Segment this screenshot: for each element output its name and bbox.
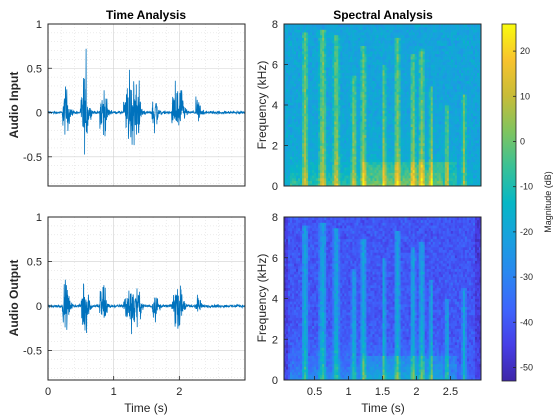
y-tick-label: 6	[272, 253, 278, 265]
x-tick-label: 1.5	[375, 386, 390, 398]
axes-box	[47, 23, 246, 187]
y-tick-label: 2	[272, 334, 278, 346]
x-tick-label: 2.5	[443, 386, 458, 398]
colorbar-tick-label: -10	[520, 182, 533, 192]
colorbar-gradient	[501, 23, 517, 382]
y-tick-label: 2	[272, 141, 278, 153]
spectrogram-output: 0 2 4 6 8 0.5 1 1.5 2 2.5	[272, 212, 482, 398]
time-analysis-title: Time Analysis	[106, 8, 186, 22]
x-tick-label: 0.5	[307, 386, 322, 398]
axes-box	[47, 216, 246, 381]
colorbar: 20 10 0 -10 -20 -30 -40 -50	[501, 23, 533, 382]
y-tick-label: -0.5	[23, 152, 42, 164]
audio-input-label: Audio Input	[7, 72, 21, 139]
x-tick-label: 2	[176, 386, 182, 398]
y-tick-label: 0.5	[27, 63, 42, 75]
x-tick-label: 1	[111, 386, 117, 398]
spectral-analysis-title: Spectral Analysis	[333, 8, 433, 22]
y-tick-label: 0	[272, 375, 278, 387]
spectrogram-input: 0 2 4 6 8	[272, 19, 482, 193]
colorbar-tick-label: -40	[520, 317, 533, 327]
frequency-label-bottom: Frequency (kHz)	[255, 254, 269, 343]
y-tick-label: 0.5	[27, 257, 42, 269]
y-tick-label: 6	[272, 60, 278, 72]
y-tick-label: 1	[36, 212, 42, 224]
colorbar-tick-label: -50	[520, 362, 533, 372]
y-tick-label: 4	[272, 294, 278, 306]
colorbar-label: Magnitude (dB)	[543, 171, 553, 233]
x-tick-label: 1	[345, 386, 351, 398]
waveform-line	[47, 279, 246, 335]
colorbar-tick-label: -30	[520, 272, 533, 282]
colorbar-tick-label: 20	[520, 46, 530, 56]
colorbar-tick-label: -20	[520, 227, 533, 237]
colorbar-tick-label: 0	[520, 136, 525, 146]
time-input-plot: -0.5 0 0.5 1	[23, 19, 246, 187]
y-tick-label: 8	[272, 19, 278, 31]
time-label-right: Time (s)	[361, 401, 405, 415]
y-tick-label: 0	[36, 301, 42, 313]
time-label-left: Time (s)	[124, 401, 168, 415]
colorbar-tick-label: 10	[520, 91, 530, 101]
waveform-line	[47, 48, 246, 155]
time-output-plot: -0.5 0 0.5 1 0 1 2	[23, 212, 246, 398]
y-tick-label: 0	[272, 181, 278, 193]
x-tick-label: 2	[413, 386, 419, 398]
frequency-label-top: Frequency (kHz)	[255, 61, 269, 150]
y-tick-label: 0	[36, 108, 42, 120]
audio-output-label: Audio Output	[7, 260, 21, 337]
y-tick-label: 1	[36, 19, 42, 31]
y-tick-label: -0.5	[23, 346, 42, 358]
y-tick-label: 8	[272, 212, 278, 224]
x-tick-label: 0	[45, 386, 51, 398]
y-tick-label: 4	[272, 100, 278, 112]
